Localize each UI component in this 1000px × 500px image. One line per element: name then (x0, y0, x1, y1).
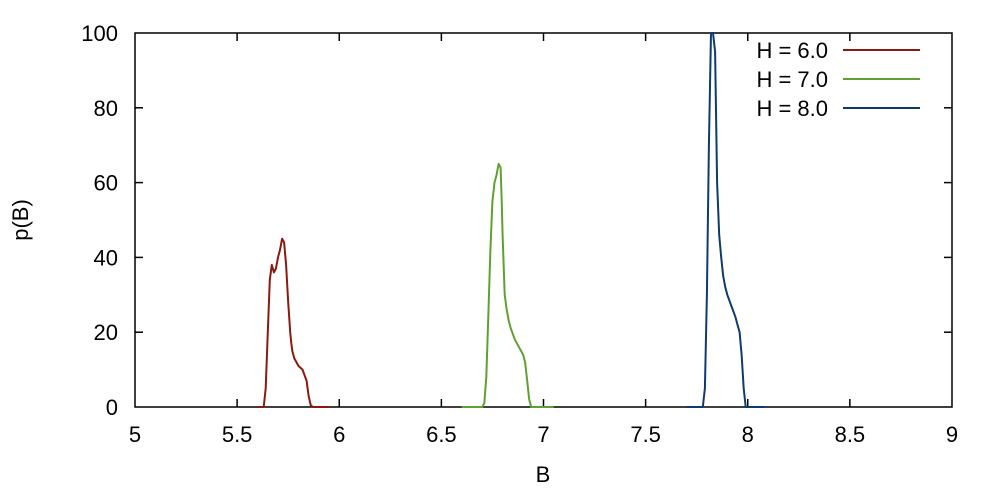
x-tick-label: 5 (129, 422, 141, 447)
x-tick-labels: 5 5.5 6 6.5 7 7.5 8 8.5 9 (129, 422, 958, 447)
x-tick-label: 8.5 (835, 422, 866, 447)
legend-label-3: H = 8.0 (756, 96, 828, 121)
axis-ticks (135, 33, 952, 407)
x-tick-label: 6.5 (426, 422, 457, 447)
y-tick-labels: 0 20 40 60 80 100 (81, 21, 118, 420)
legend-label-1: H = 6.0 (756, 38, 828, 63)
y-tick-label: 20 (94, 320, 118, 345)
x-tick-label: 5.5 (222, 422, 253, 447)
series-line-2 (461, 162, 554, 408)
y-tick-label: 80 (94, 96, 118, 121)
x-tick-label: 8 (742, 422, 754, 447)
series-lines (257, 32, 765, 408)
y-tick-label: 0 (106, 395, 118, 420)
series-line-1 (257, 237, 329, 408)
y-tick-label: 40 (94, 245, 118, 270)
y-tick-label: 60 (94, 171, 118, 196)
x-tick-label: 7 (537, 422, 549, 447)
x-axis-label: B (536, 462, 551, 487)
series-line-3 (686, 32, 765, 408)
legend-label-2: H = 7.0 (756, 67, 828, 92)
x-tick-label: 6 (333, 422, 345, 447)
x-tick-label: 7.5 (630, 422, 661, 447)
legend: H = 6.0 H = 7.0 H = 8.0 (756, 38, 920, 121)
plot-frame (134, 32, 953, 408)
x-tick-label: 9 (946, 422, 958, 447)
y-tick-label: 100 (81, 21, 118, 46)
y-axis-label: p(B) (8, 199, 33, 241)
